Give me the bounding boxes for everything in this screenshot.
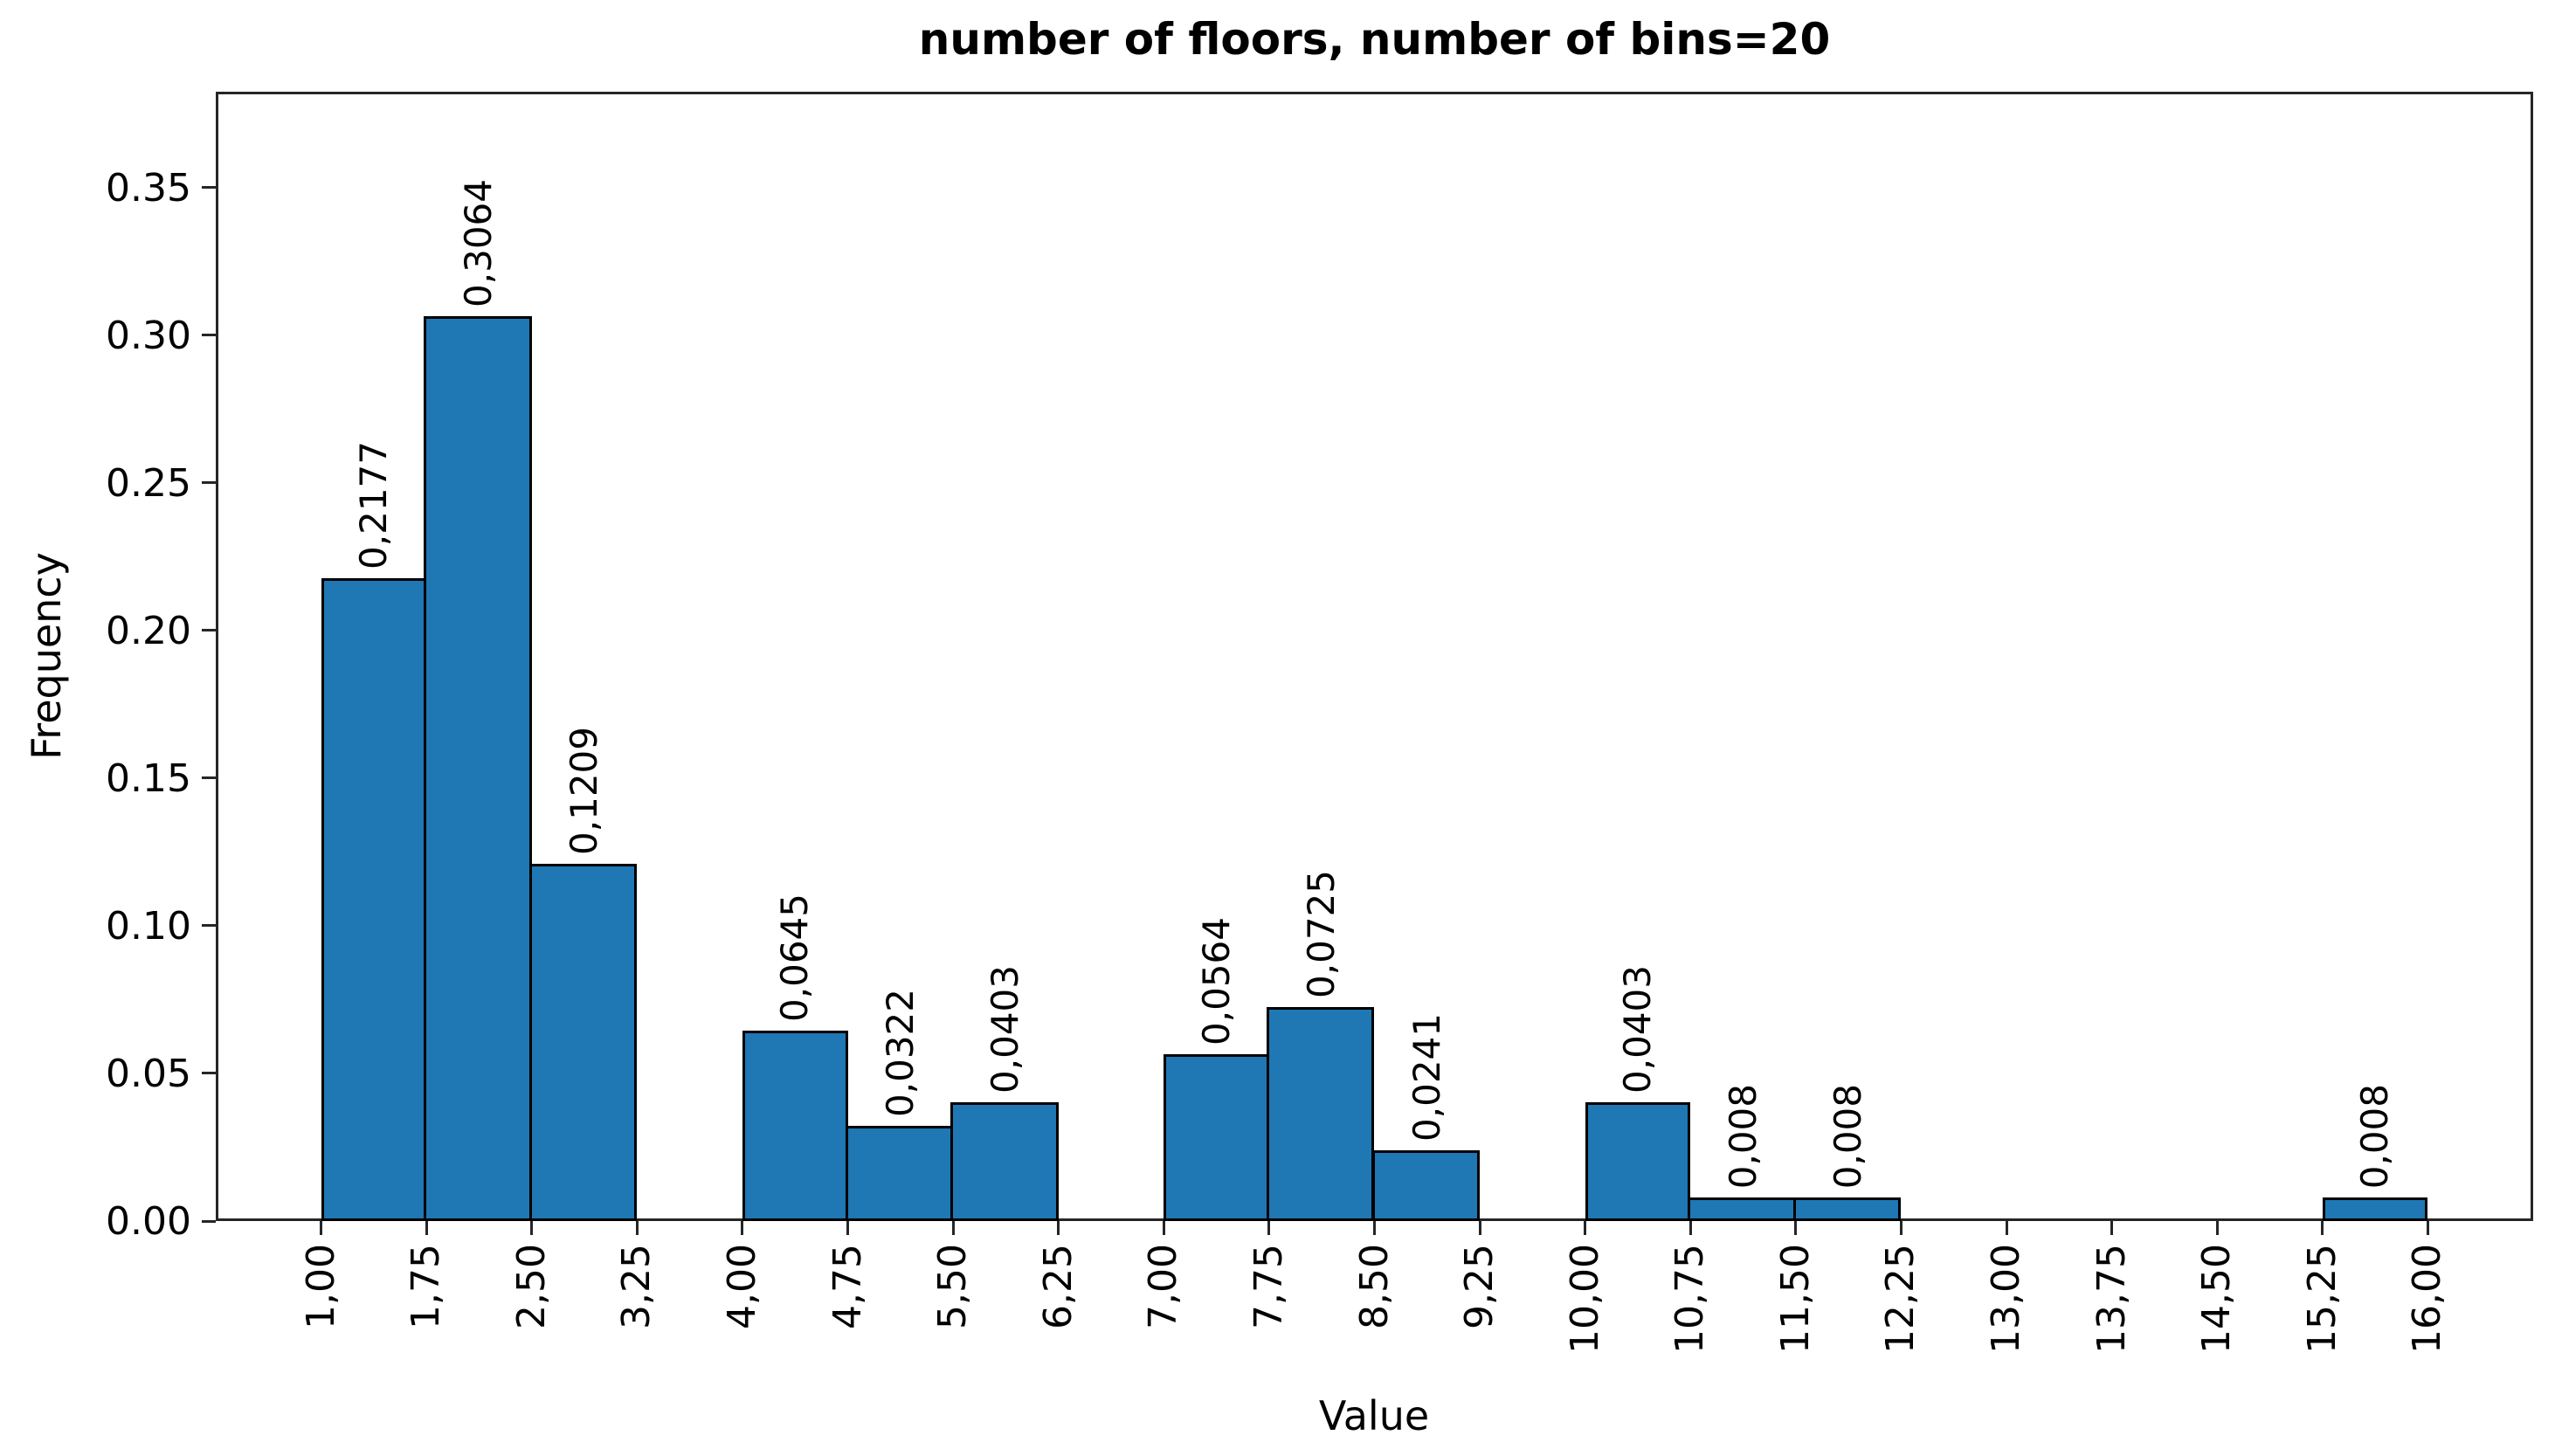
histogram-bar: [2322, 1197, 2428, 1221]
histogram-bar: [1688, 1197, 1796, 1221]
y-tick: [202, 924, 216, 928]
x-tick: [1794, 1221, 1798, 1235]
x-tick-label: 1,00: [298, 1244, 343, 1329]
bar-value-label: 0,0564: [1194, 917, 1238, 1046]
y-tick-label: 0.10: [106, 903, 191, 949]
x-tick: [1899, 1221, 1903, 1235]
histogram-bar: [1585, 1101, 1691, 1221]
y-tick-label: 0.05: [106, 1051, 191, 1096]
y-tick: [202, 629, 216, 632]
histogram-bar: [321, 578, 427, 1221]
histogram-bar: [424, 316, 532, 1221]
y-tick-label: 0.20: [106, 608, 191, 653]
y-tick: [202, 334, 216, 337]
bar-value-label: 0,008: [2353, 1083, 2397, 1189]
x-tick-label: 5,50: [929, 1244, 975, 1329]
x-tick: [1267, 1221, 1271, 1235]
x-tick: [2215, 1221, 2219, 1235]
x-tick-label: 14,50: [2194, 1244, 2240, 1354]
histogram-bar: [950, 1101, 1059, 1221]
x-tick-label: 4,00: [719, 1244, 764, 1329]
x-tick-label: 1,75: [403, 1244, 448, 1329]
x-tick-label: 15,25: [2299, 1244, 2344, 1354]
x-tick-label: 6,25: [1035, 1244, 1081, 1329]
x-tick: [320, 1221, 323, 1235]
bar-value-label: 0,3064: [457, 179, 501, 308]
x-tick-label: 7,75: [1246, 1244, 1291, 1329]
x-tick-label: 10,75: [1668, 1244, 1713, 1354]
bar-value-label: 0,0322: [878, 989, 922, 1118]
y-tick-label: 0.00: [106, 1199, 191, 1244]
histogram-bar: [528, 864, 638, 1221]
bar-value-label: 0,008: [1827, 1083, 1870, 1189]
histogram-bar: [845, 1126, 954, 1221]
y-tick-label: 0.15: [106, 756, 191, 801]
x-tick-label: 13,00: [1983, 1244, 2028, 1354]
bar-value-label: 0,2177: [351, 441, 395, 570]
x-tick-label: 3,25: [614, 1244, 659, 1329]
x-tick: [2426, 1221, 2429, 1235]
x-tick-label: 12,25: [1878, 1244, 1923, 1354]
chart-title: number of floors, number of bins=20: [918, 14, 1831, 65]
histogram-bar: [1164, 1054, 1269, 1221]
histogram-bar: [1266, 1006, 1375, 1221]
histogram-bar: [1371, 1149, 1481, 1221]
y-tick-label: 0.35: [106, 165, 191, 210]
y-tick-label: 0.25: [106, 460, 191, 506]
x-tick: [2110, 1221, 2114, 1235]
y-tick: [202, 776, 216, 780]
x-tick-label: 4,75: [825, 1244, 870, 1329]
bar-value-label: 0,0725: [1300, 869, 1343, 998]
x-tick-label: 11,50: [1772, 1244, 1818, 1354]
x-tick: [1478, 1221, 1481, 1235]
x-tick: [2321, 1221, 2324, 1235]
x-tick: [1688, 1221, 1692, 1235]
x-tick: [846, 1221, 850, 1235]
x-tick-label: 9,25: [1456, 1244, 1502, 1329]
x-tick: [2005, 1221, 2008, 1235]
y-tick: [202, 1219, 216, 1223]
histogram-bar: [742, 1030, 848, 1221]
x-tick: [530, 1221, 534, 1235]
x-tick-label: 2,50: [508, 1244, 554, 1329]
x-tick: [1057, 1221, 1060, 1235]
x-tick: [951, 1221, 955, 1235]
bar-value-label: 0,0645: [773, 894, 817, 1022]
x-tick-label: 16,00: [2405, 1244, 2450, 1354]
x-tick: [1373, 1221, 1376, 1235]
x-tick-label: 13,75: [2089, 1244, 2134, 1354]
y-tick-label: 0.30: [106, 313, 191, 358]
x-tick: [1162, 1221, 1165, 1235]
bar-value-label: 0,0403: [984, 964, 1027, 1094]
x-tick: [635, 1221, 639, 1235]
x-tick-label: 8,50: [1351, 1244, 1397, 1329]
y-axis-label: Frequency: [23, 552, 70, 760]
x-tick: [741, 1221, 744, 1235]
x-tick-label: 7,00: [1141, 1244, 1186, 1329]
histogram-bar: [1792, 1197, 1902, 1221]
x-tick: [425, 1221, 428, 1235]
x-axis-label: Value: [1318, 1392, 1430, 1439]
bar-value-label: 0,0241: [1405, 1012, 1448, 1142]
y-tick: [202, 1072, 216, 1075]
bar-value-label: 0,008: [1721, 1083, 1764, 1189]
bar-value-label: 0,1209: [562, 727, 605, 856]
y-tick: [202, 481, 216, 485]
bar-value-label: 0,0403: [1615, 964, 1659, 1094]
x-tick: [1584, 1221, 1587, 1235]
y-tick: [202, 186, 216, 190]
x-tick-label: 10,00: [1562, 1244, 1607, 1354]
